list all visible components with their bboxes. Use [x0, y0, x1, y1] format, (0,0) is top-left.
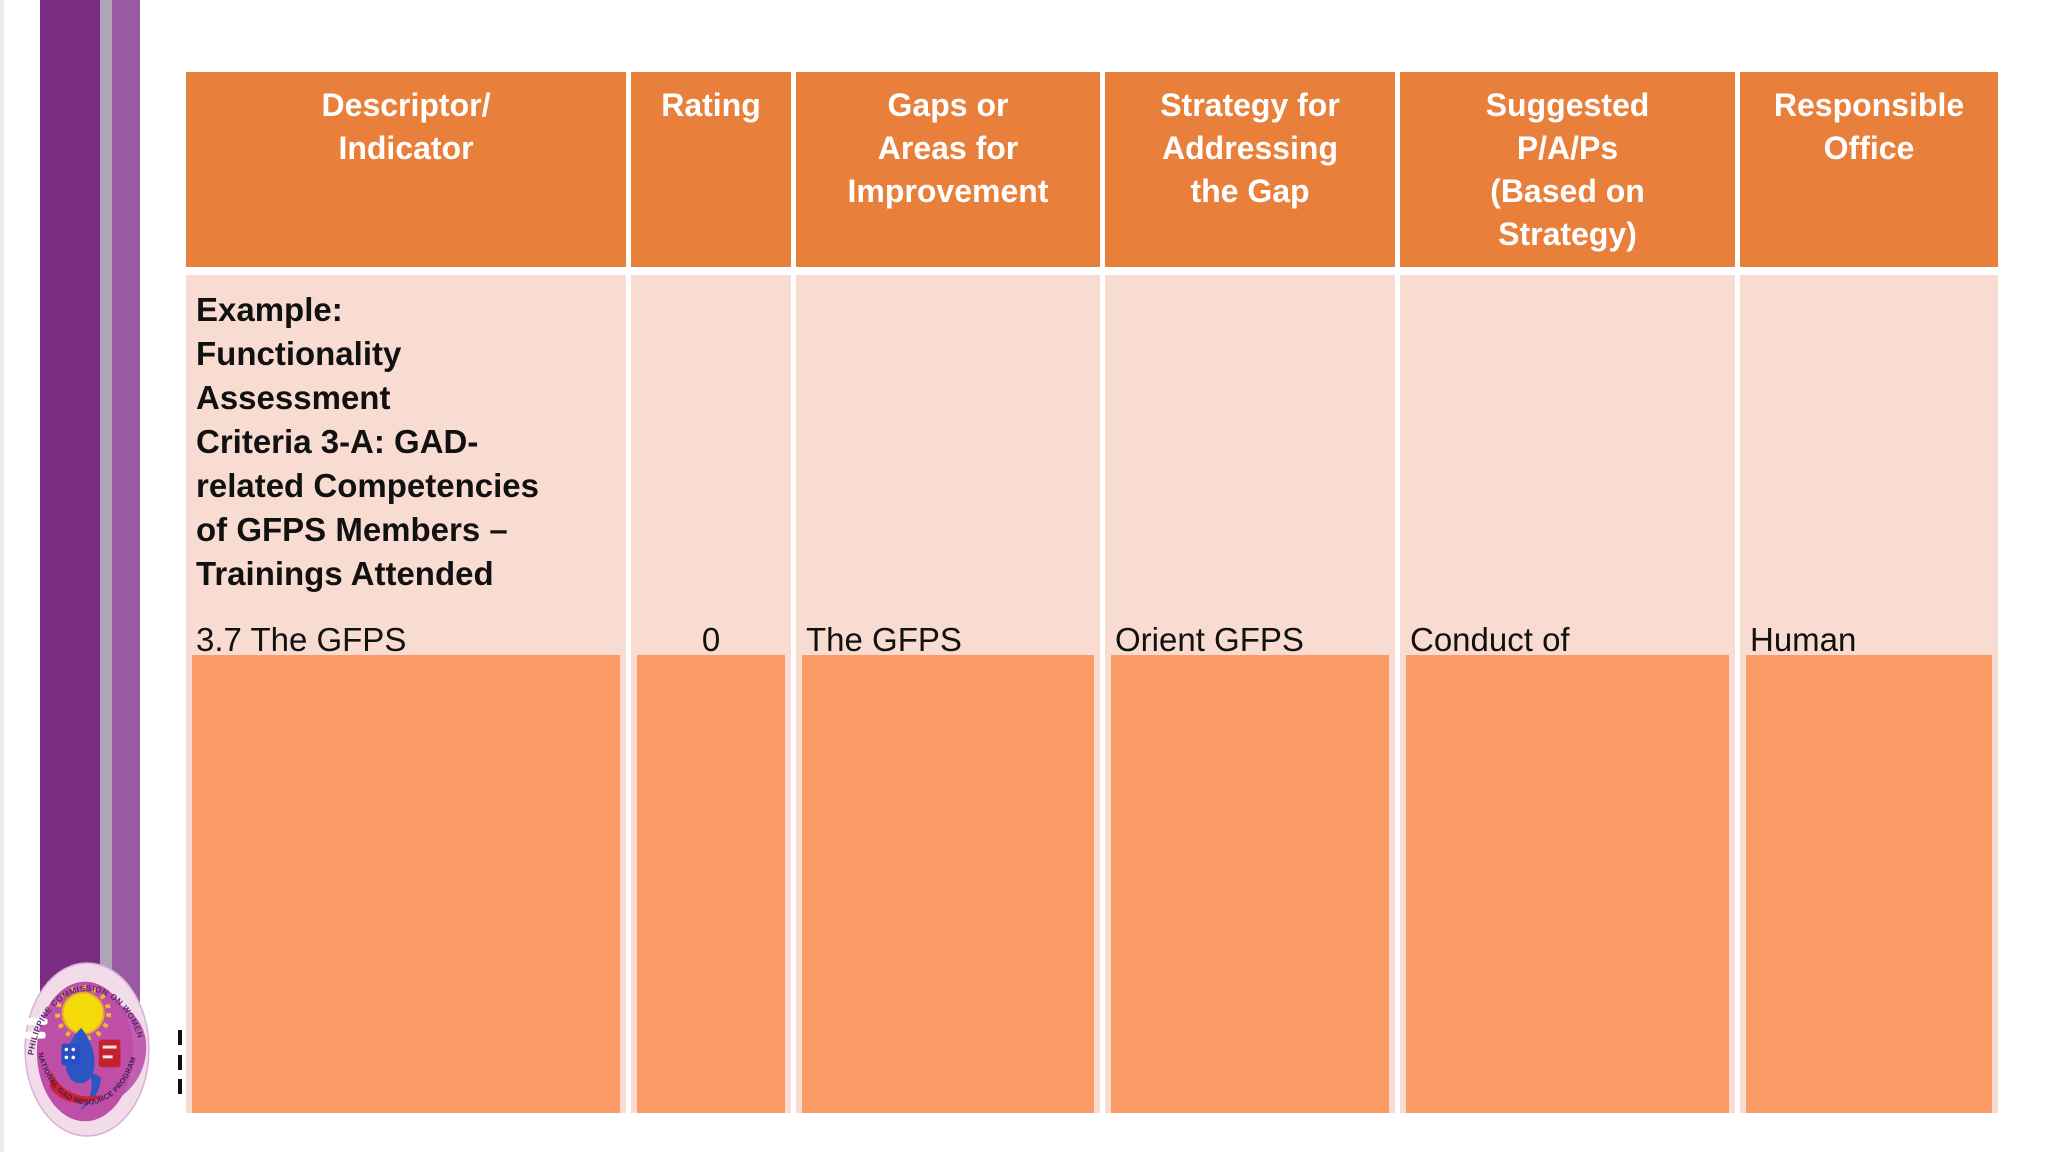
col-header-strategy: Strategy for Addressing the Gap	[1105, 72, 1395, 267]
cover-rect	[1406, 655, 1729, 1113]
clipped-text-fragment	[178, 1055, 182, 1070]
blue-patch	[61, 1043, 81, 1066]
red-swoosh	[49, 1071, 103, 1104]
cover-rect	[1111, 655, 1389, 1113]
clipped-text-fragment	[178, 1079, 182, 1094]
col-header-descriptor-indicator: Descriptor/ Indicator	[186, 72, 626, 267]
col-header-gaps: Gaps or Areas for Improvement	[796, 72, 1100, 267]
sun-icon	[61, 991, 105, 1035]
descriptor-value: 3.7 The GFPS	[196, 621, 407, 658]
blue-figure-tail	[79, 1071, 101, 1111]
gaps-value: The GFPS	[806, 621, 962, 658]
cell-suggested-paps: Conduct of	[1400, 275, 1735, 1113]
assessment-table: Descriptor/ Indicator Rating Gaps or Are…	[186, 72, 1998, 1113]
cover-rect	[802, 655, 1094, 1113]
left-edge-line	[0, 0, 4, 1152]
suggested-paps-value: Conduct of	[1410, 621, 1570, 658]
col-header-rating: Rating	[631, 72, 791, 267]
clipped-text-fragment	[178, 1030, 182, 1045]
col-header-suggested-paps: Suggested P/A/Ps (Based on Strategy)	[1400, 72, 1735, 267]
responsible-office-value: Human	[1750, 621, 1857, 658]
left-accent-bar-stripe	[100, 0, 112, 1040]
cover-rect	[637, 655, 785, 1113]
example-heading-text: Example: Functionality Assessment Criter…	[196, 291, 539, 592]
cell-strategy: Orient GFPS	[1105, 275, 1395, 1113]
cover-rect	[1746, 655, 1992, 1113]
strategy-value: Orient GFPS	[1115, 621, 1304, 658]
cell-descriptor: Example: Functionality Assessment Criter…	[186, 275, 626, 1113]
pcw-logo: PHILIPPINE COMMISSION ON WOMEN NATIONAL …	[24, 962, 150, 1137]
cell-responsible-office: Human	[1740, 275, 1998, 1113]
red-badge	[98, 1039, 121, 1068]
rating-value: 0	[701, 621, 721, 658]
cell-gaps: The GFPS	[796, 275, 1100, 1113]
left-accent-bar-medium	[112, 0, 140, 1040]
cell-rating: 0	[631, 275, 791, 1113]
left-accent-bar-dark	[40, 0, 100, 1040]
col-header-responsible-office: Responsible Office	[1740, 72, 1998, 267]
cover-rect	[192, 655, 620, 1113]
